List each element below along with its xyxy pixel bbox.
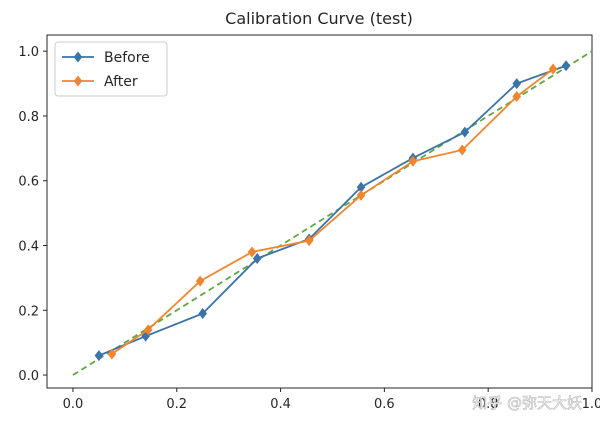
- data-point-before: [356, 181, 366, 193]
- chart-title: Calibration Curve (test): [225, 9, 413, 28]
- reference-line: [72, 50, 593, 376]
- x-tick-label: 0.0: [63, 397, 84, 412]
- data-point-after: [457, 144, 467, 156]
- y-axis: 0.0 0.2 0.4 0.6 0.8 1.0: [18, 45, 47, 384]
- series-layer: [94, 60, 571, 362]
- legend-label-before: Before: [104, 50, 150, 66]
- y-tick-label: 0.4: [18, 240, 39, 255]
- legend-marker-after: [73, 75, 83, 87]
- data-point-after: [143, 324, 153, 336]
- data-point-before: [561, 60, 571, 72]
- x-tick-label: 0.4: [270, 397, 291, 412]
- reference-diagonal: [72, 50, 593, 376]
- y-tick-label: 0.0: [18, 369, 39, 384]
- x-tick-label: 0.2: [166, 397, 187, 412]
- data-point-before: [198, 308, 208, 320]
- x-tick-label: 0.8: [478, 397, 499, 412]
- y-tick-label: 1.0: [18, 45, 39, 60]
- data-point-after: [195, 275, 205, 287]
- legend-label-after: After: [104, 74, 138, 90]
- data-point-after: [304, 235, 314, 247]
- data-point-after: [356, 189, 366, 201]
- series-after: [107, 63, 558, 360]
- legend: Before After: [54, 41, 168, 97]
- watermark-text: 知乎 @弥天大妖: [472, 394, 582, 412]
- data-point-after: [408, 155, 418, 167]
- legend-box: [54, 41, 168, 97]
- plot-area: [46, 34, 593, 389]
- y-tick-label: 0.6: [18, 175, 39, 190]
- data-point-after: [107, 348, 117, 360]
- data-point-after: [548, 63, 558, 75]
- series-line-after: [111, 68, 554, 355]
- data-point-before: [252, 252, 262, 264]
- x-axis: 0.0 0.2 0.4 0.6 0.8 1.0: [63, 388, 600, 412]
- y-tick-label: 0.8: [18, 110, 39, 125]
- x-tick-label: 0.6: [374, 397, 395, 412]
- series-before: [94, 60, 571, 362]
- data-point-before: [94, 350, 104, 362]
- x-tick-label: 1.0: [582, 397, 600, 412]
- series-line-before: [98, 64, 567, 357]
- data-point-after: [247, 246, 257, 258]
- plot-frame: [46, 34, 593, 389]
- data-point-before: [512, 78, 522, 90]
- legend-marker-before: [73, 51, 83, 63]
- data-point-before: [460, 126, 470, 138]
- y-tick-label: 0.2: [18, 304, 39, 319]
- data-point-after: [512, 91, 522, 103]
